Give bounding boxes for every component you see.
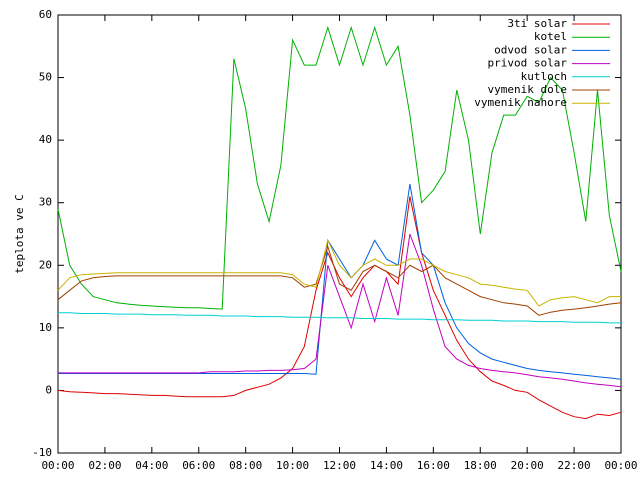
x-tick-label: 18:00 (464, 459, 497, 472)
legend-label: vymenik nahore (474, 96, 567, 109)
x-tick-label: 10:00 (276, 459, 309, 472)
y-tick-label: -10 (32, 446, 52, 459)
x-tick-label: 20:00 (511, 459, 544, 472)
x-tick-label: 22:00 (558, 459, 591, 472)
legend-label: 3ti solar (507, 17, 567, 30)
y-tick-label: 30 (39, 196, 52, 209)
x-tick-label: 08:00 (229, 459, 262, 472)
series-line (57, 238, 621, 307)
y-tick-label: 50 (39, 71, 52, 84)
legend-label: kutloch (521, 70, 567, 83)
x-tick-label: 12:00 (323, 459, 356, 472)
series-line (58, 233, 622, 388)
y-tick-label: 40 (39, 133, 52, 146)
series-line (57, 244, 622, 316)
legend-label: vymenik dole (488, 83, 567, 96)
x-tick-label: 02:00 (88, 459, 121, 472)
series-line (57, 25, 622, 310)
x-tick-label: 06:00 (182, 459, 215, 472)
x-tick-label: 04:00 (135, 459, 168, 472)
x-tick-label: 00:00 (41, 459, 74, 472)
x-tick-label: 14:00 (370, 459, 403, 472)
series-line (58, 183, 622, 380)
y-tick-label: 20 (39, 258, 52, 271)
legend-label: kotel (534, 30, 567, 43)
legend-label: odvod solar (494, 43, 567, 56)
x-tick-label: 16:00 (417, 459, 450, 472)
series-line (57, 196, 622, 420)
legend-label: privod solar (488, 57, 568, 70)
y-tick-label: 10 (39, 321, 52, 334)
y-tick-label: 0 (45, 383, 52, 396)
y-axis-label: teplota ve C (13, 194, 26, 273)
series-line (58, 312, 621, 324)
y-tick-label: 60 (39, 8, 52, 21)
x-tick-label: 00:00 (604, 459, 637, 472)
